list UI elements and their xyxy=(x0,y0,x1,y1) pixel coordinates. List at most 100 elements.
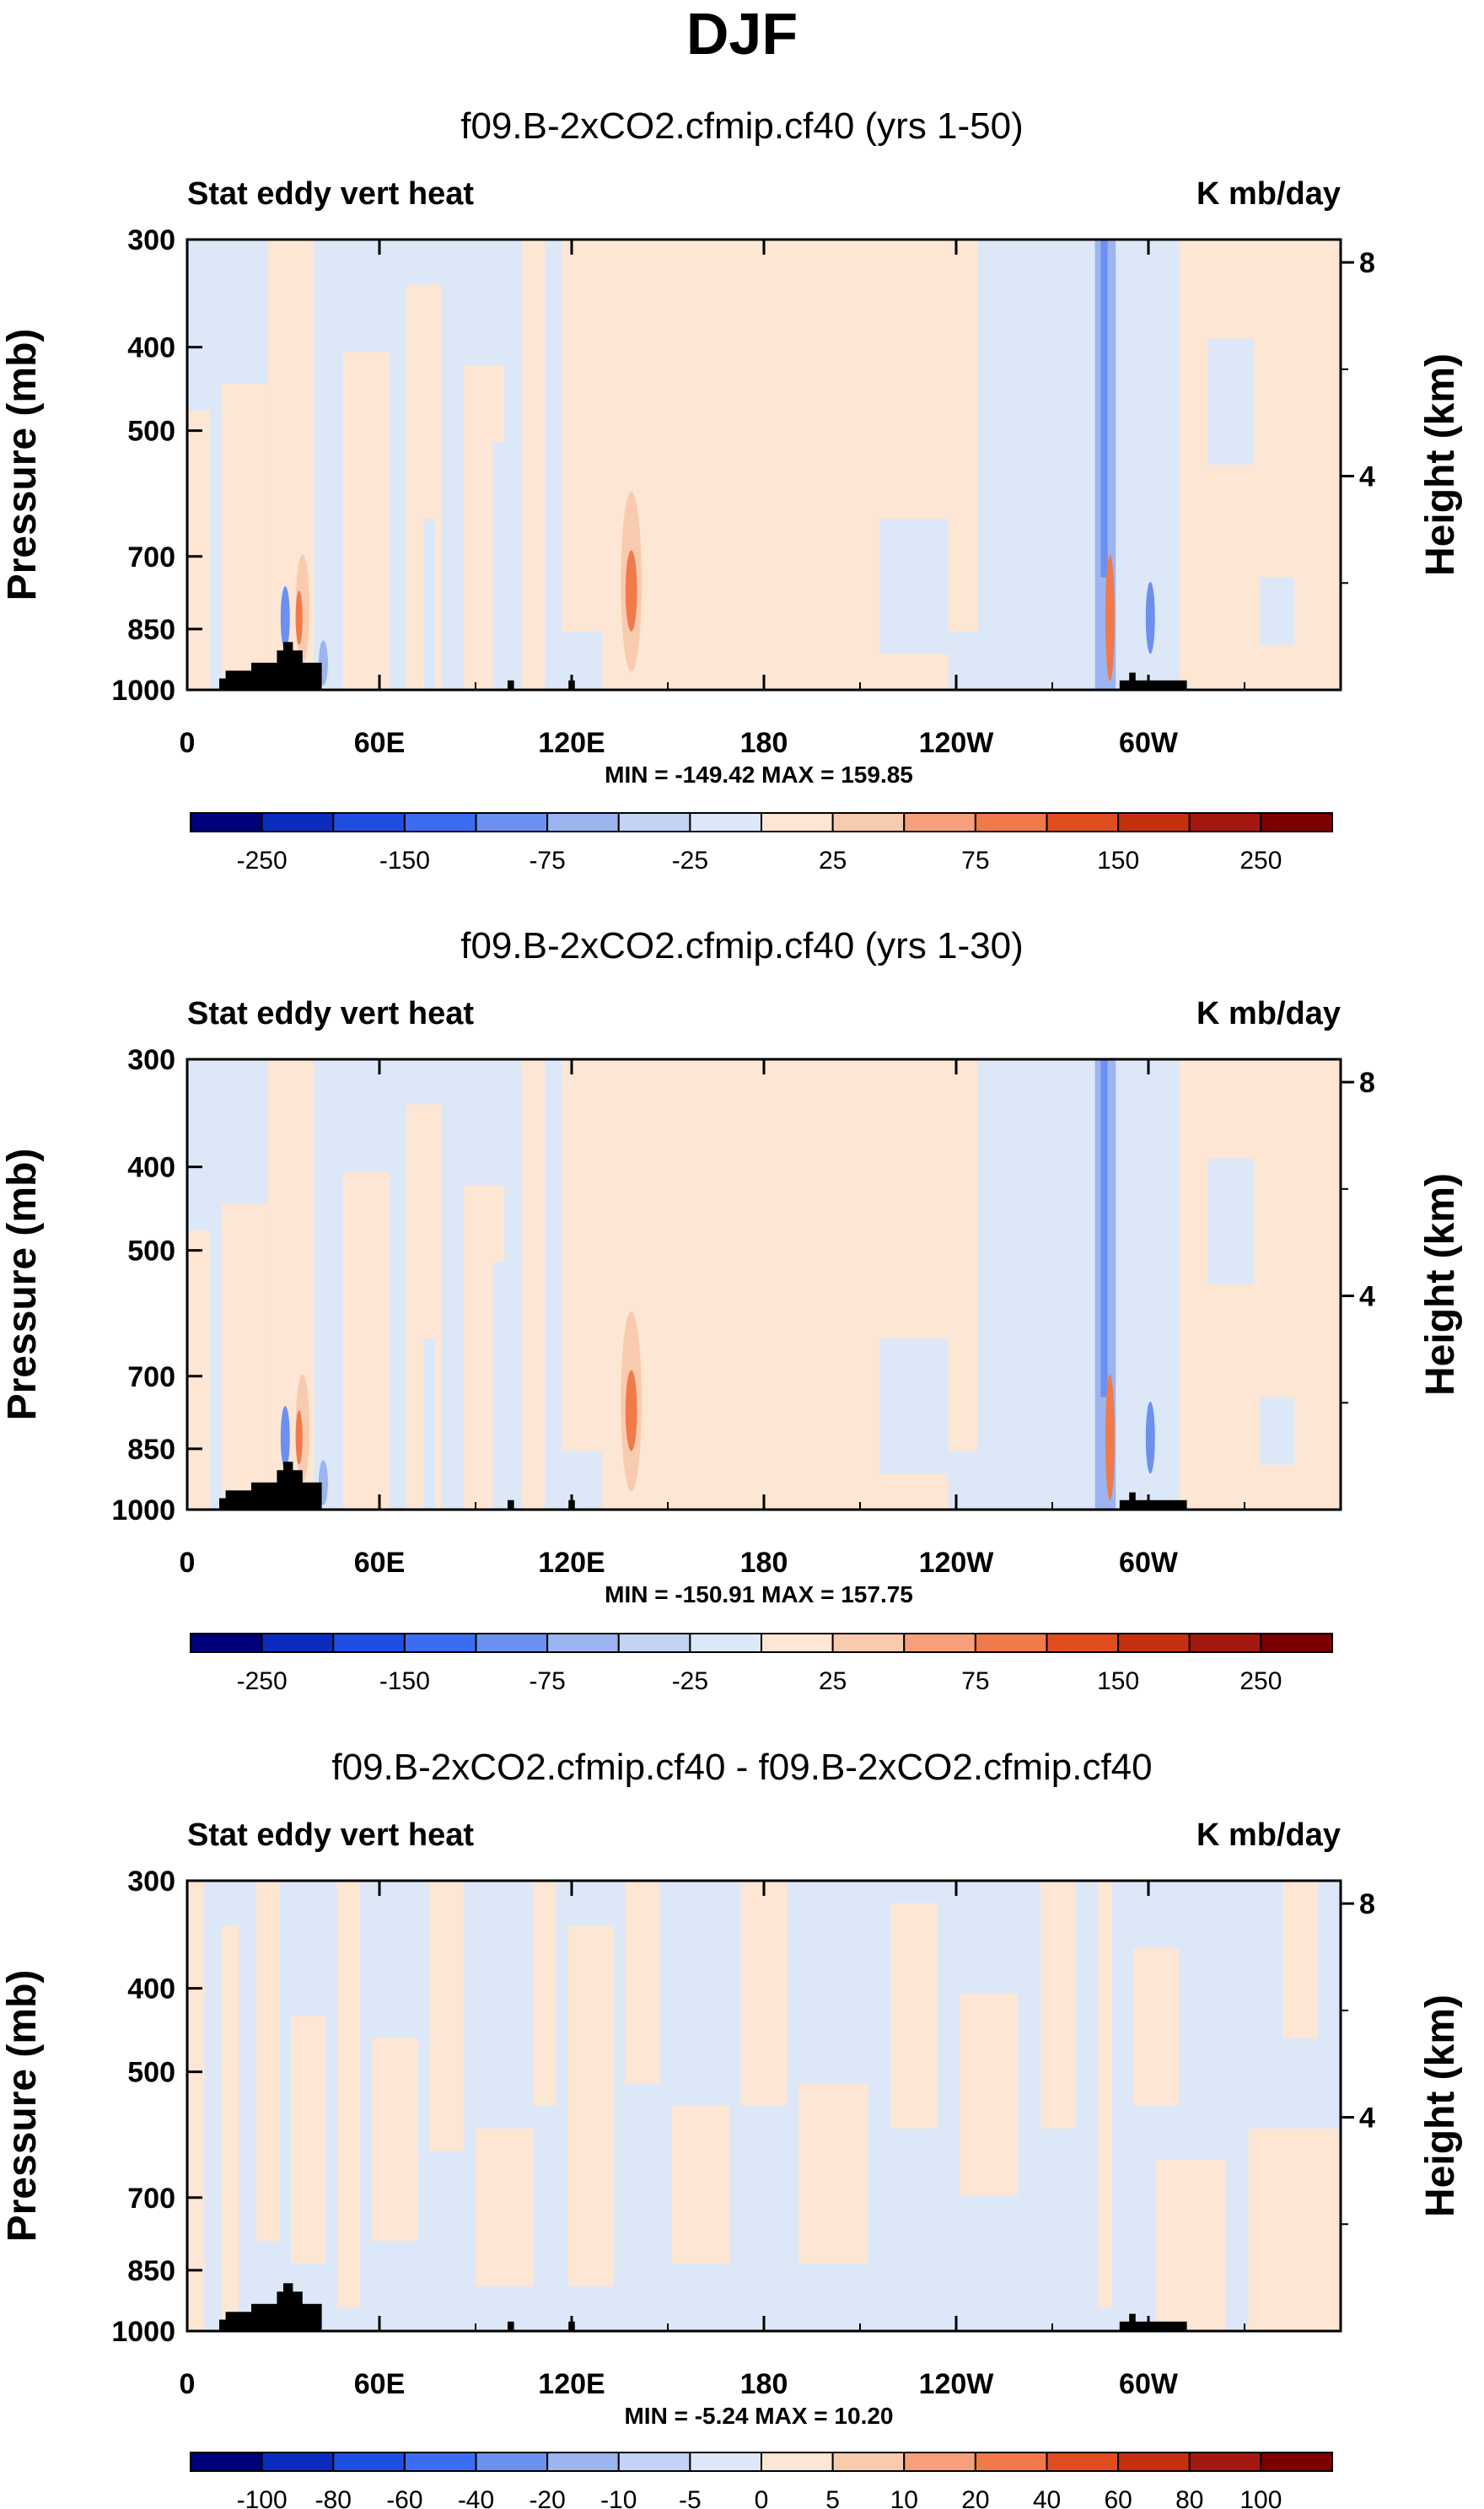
colorbar-label: 75 xyxy=(961,1667,989,1695)
colorbar-label: 80 xyxy=(1175,2486,1203,2509)
panel-3: f09.B-2xCO2.cfmip.cf40 - f09.B-2xCO2.cfm… xyxy=(0,1747,1463,2509)
colorbar-swatch xyxy=(403,1633,477,1653)
colorbar-swatch xyxy=(974,1633,1048,1653)
terrain-block xyxy=(1129,672,1136,690)
colorbar-swatch xyxy=(617,812,691,832)
y-tick-label: 500 xyxy=(127,2057,175,2089)
y-tick-label: 400 xyxy=(127,1152,175,1184)
colorbar-label: -75 xyxy=(529,847,565,875)
field-region xyxy=(187,1230,211,1510)
field-region xyxy=(960,1993,1018,2196)
field-cell xyxy=(1145,1401,1155,1474)
colorbar-swatch xyxy=(831,1633,906,1653)
colorbar-swatch xyxy=(1046,812,1120,832)
field-region xyxy=(521,1059,546,1510)
y-right-tick-label: 8 xyxy=(1359,1888,1375,1920)
field xyxy=(187,1059,1341,1510)
field-region xyxy=(1248,2128,1341,2331)
colorbar-label: 25 xyxy=(819,1667,847,1695)
min-max-stats: MIN = -5.24 MAX = 10.20 xyxy=(624,2403,893,2429)
colorbar-swatch xyxy=(475,812,549,832)
y-right-axis-title: Height (km) xyxy=(1418,353,1463,576)
field-region xyxy=(371,2038,418,2242)
field-region xyxy=(187,1881,205,2331)
colorbar-swatch xyxy=(617,2452,691,2472)
terrain-block xyxy=(283,642,293,690)
terrain-block xyxy=(283,1462,293,1510)
colorbar-label: 75 xyxy=(961,847,989,875)
field-region xyxy=(342,1171,390,1510)
panel-left-label: Stat eddy vert heat xyxy=(187,996,474,1031)
x-tick-label: 0 xyxy=(180,1547,196,1579)
colorbar-label: -250 xyxy=(237,847,288,875)
field xyxy=(187,240,1341,690)
field-region xyxy=(222,1203,268,1510)
colorbar-label: -60 xyxy=(386,2486,422,2509)
min-max-stats: MIN = -150.91 MAX = 157.75 xyxy=(605,1581,913,1607)
field-region xyxy=(1040,1881,1076,2129)
colorbar-swatch xyxy=(546,2452,620,2472)
colorbar-swatch xyxy=(475,1633,549,1653)
y-tick-label: 700 xyxy=(127,2183,175,2215)
field-region xyxy=(256,1881,280,2242)
colorbar-swatch xyxy=(617,1633,691,1653)
field-region xyxy=(222,383,268,690)
x-tick-label: 180 xyxy=(740,2368,788,2400)
x-tick-label: 60E xyxy=(354,2368,406,2400)
y-tick-label: 1000 xyxy=(111,675,175,707)
terrain-block xyxy=(508,2321,514,2331)
colorbar-swatch xyxy=(1188,1633,1262,1653)
panel-units-label: K mb/day xyxy=(1196,1817,1341,1853)
colorbar-swatch xyxy=(1260,812,1333,832)
y-tick-label: 400 xyxy=(127,1973,175,2006)
colorbar-swatch xyxy=(974,812,1048,832)
colorbar: -100 -80 -60 -40 -20 -10 -5 0 5 10 20 40 60 80 100 xyxy=(190,2452,1333,2509)
y-right-tick-label: 4 xyxy=(1359,1281,1375,1313)
colorbar: -250 -150 -75 -25 25 75 150 250 xyxy=(190,812,1333,875)
x-tick-label: 120W xyxy=(919,2368,995,2400)
terrain-block xyxy=(1119,1499,1187,1510)
field-region xyxy=(1156,2160,1226,2331)
panel-title: f09.B-2xCO2.cfmip.cf40 (yrs 1-30) xyxy=(460,925,1024,966)
colorbar-swatch xyxy=(546,812,620,832)
field-cell xyxy=(280,1406,290,1469)
colorbar-label: 0 xyxy=(755,2486,769,2509)
colorbar-label: 40 xyxy=(1033,2486,1061,2509)
colorbar-swatch xyxy=(261,2452,335,2472)
x-tick-label: 60E xyxy=(354,727,406,759)
x-tick-label: 0 xyxy=(180,2368,196,2400)
field-region xyxy=(342,352,390,690)
y-right-tick-label: 8 xyxy=(1359,247,1375,279)
y-axis-title: Pressure (mb) xyxy=(0,1970,45,2242)
field-region xyxy=(567,1925,615,2286)
field-cell xyxy=(295,590,303,645)
colorbar-label: 20 xyxy=(961,2486,989,2509)
colorbar-swatch xyxy=(403,812,477,832)
field-region xyxy=(336,1881,361,2309)
x-tick-label: 60W xyxy=(1119,2368,1179,2400)
x-tick-label: 120E xyxy=(538,1547,605,1579)
x-tick-label: 180 xyxy=(740,727,788,759)
colorbar-swatch xyxy=(761,812,834,832)
colorbar-swatch xyxy=(1260,1633,1333,1653)
colorbar-swatch xyxy=(1117,1633,1191,1653)
field-region xyxy=(187,410,211,690)
field-cell xyxy=(625,1370,637,1451)
field-region xyxy=(890,1903,938,2129)
colorbar-label: 100 xyxy=(1239,2486,1282,2509)
colorbar-swatch xyxy=(190,1633,263,1653)
x-tick-label: 120E xyxy=(538,2368,605,2400)
field-region xyxy=(291,2016,326,2264)
field-region xyxy=(879,1338,949,1474)
field-region xyxy=(671,2106,729,2264)
field-region xyxy=(423,1338,436,1510)
y-right-tick-label: 4 xyxy=(1359,2102,1375,2135)
y-tick-label: 400 xyxy=(127,332,175,364)
field-region xyxy=(533,1881,556,2106)
y-tick-label: 1000 xyxy=(111,1494,175,1526)
colorbar-swatch xyxy=(403,2452,477,2472)
colorbar-swatch xyxy=(689,2452,762,2472)
field-region xyxy=(1260,577,1295,645)
colorbar-swatch xyxy=(974,2452,1048,2472)
